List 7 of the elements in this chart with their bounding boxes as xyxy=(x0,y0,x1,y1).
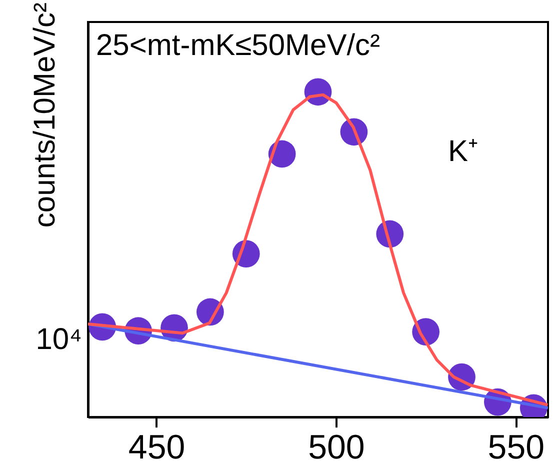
text: 10⁴ xyxy=(36,323,82,356)
x-tick-label: 500 xyxy=(308,428,365,462)
text: 25<mt-mK≤50MeV/c² xyxy=(96,29,380,62)
x-tick-label: 450 xyxy=(128,428,186,462)
annotation: K⁺ xyxy=(448,135,478,168)
x-tick-label: 550 xyxy=(488,428,545,462)
y-axis-title: counts/10MeV/c² xyxy=(28,2,62,228)
